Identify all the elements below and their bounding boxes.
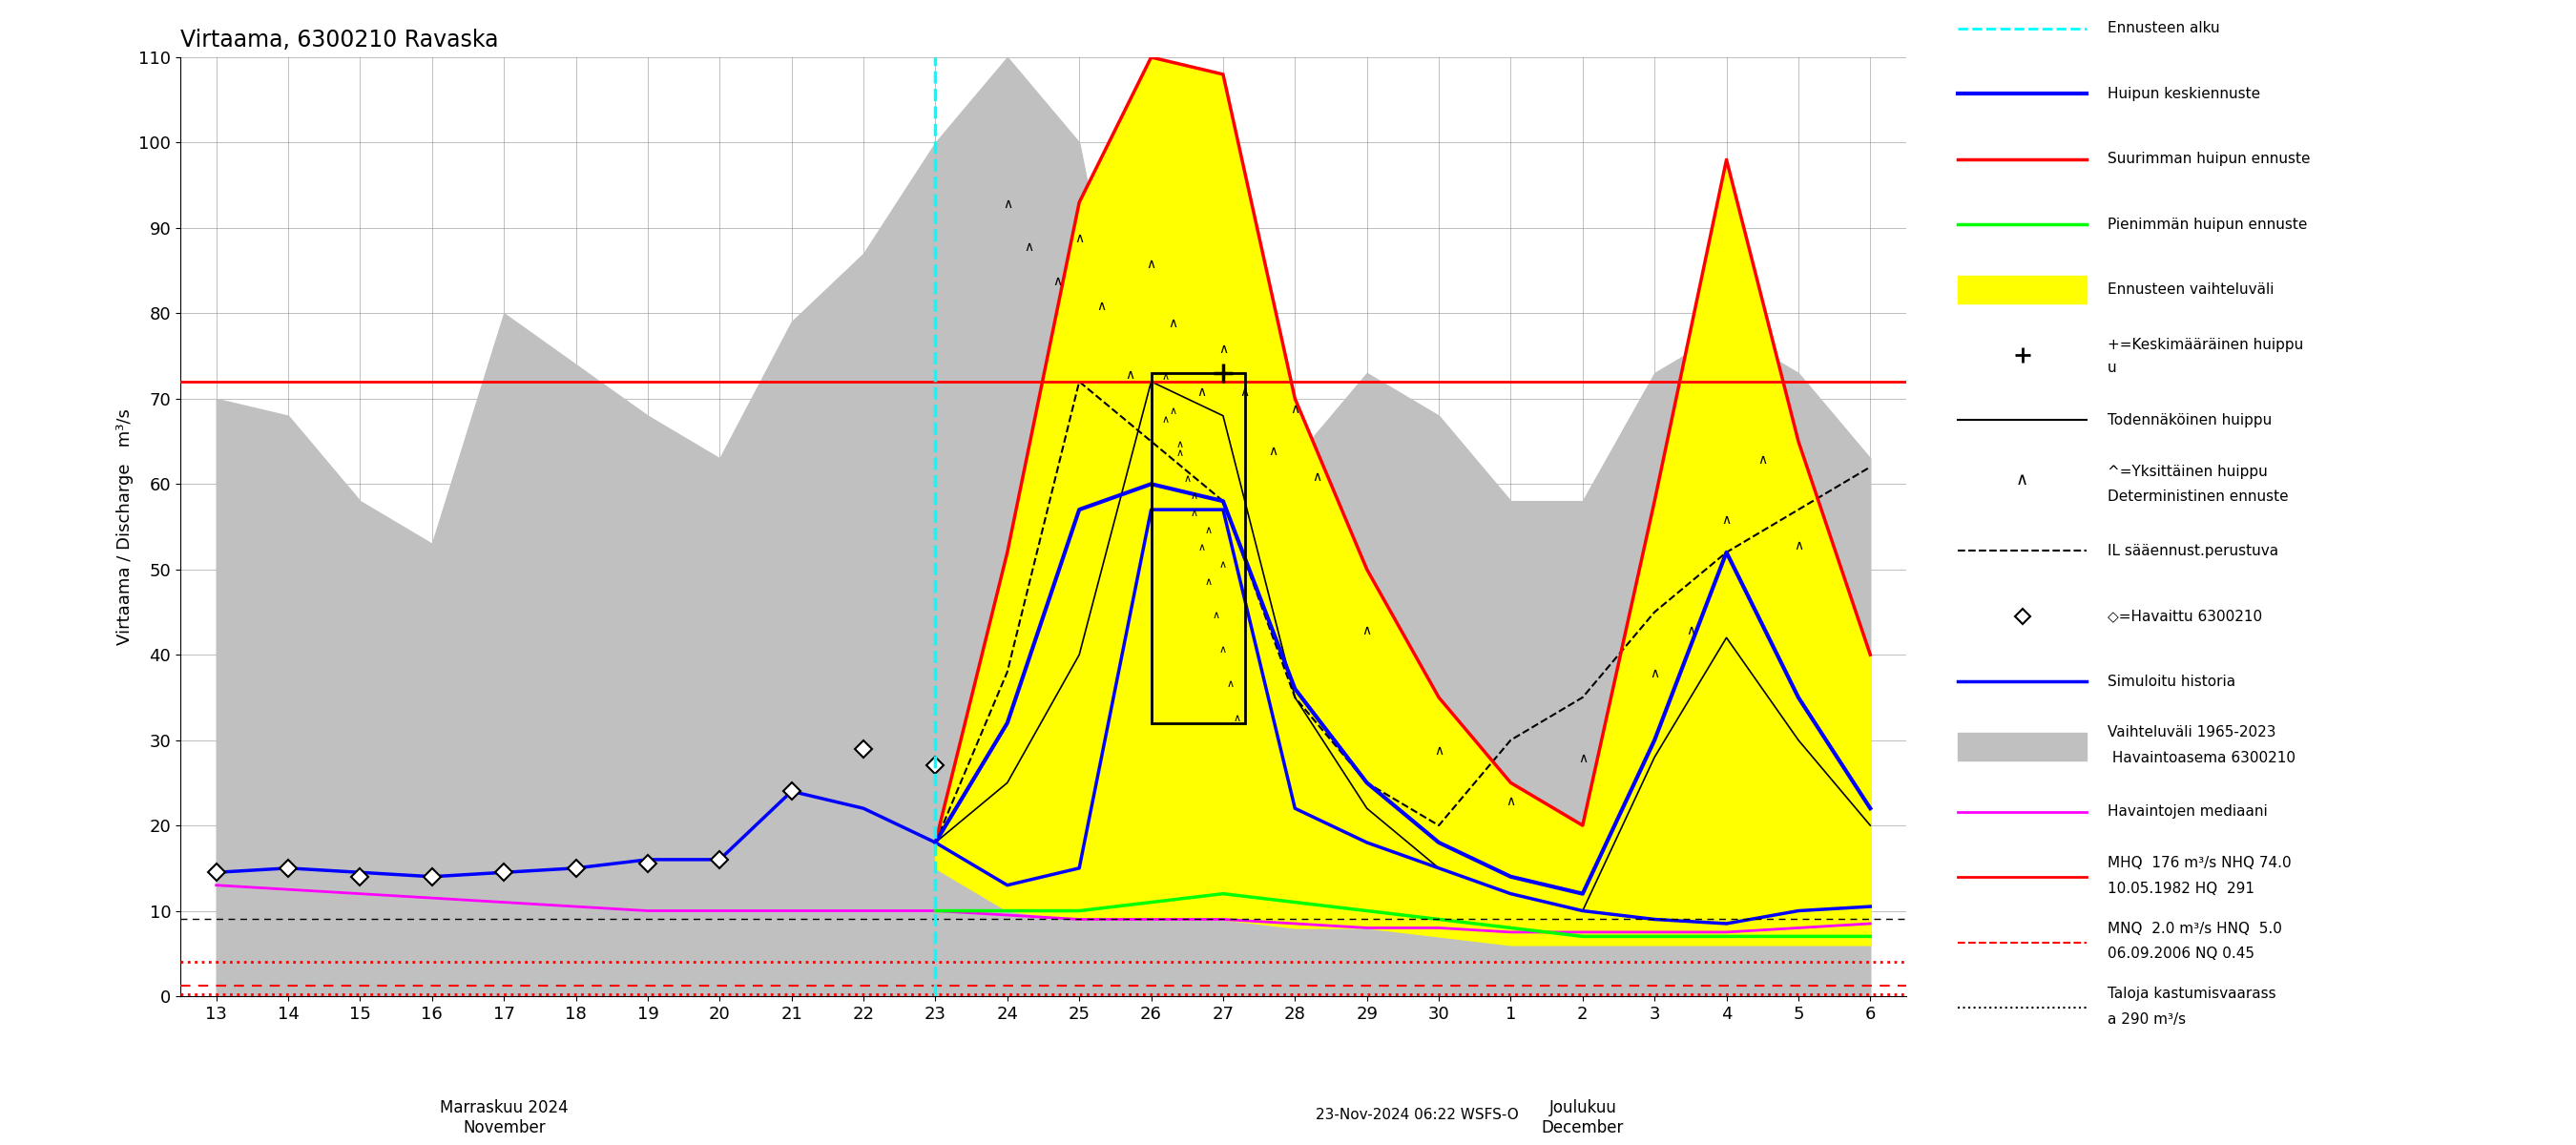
Text: ∧: ∧	[1162, 414, 1170, 425]
Text: ∧: ∧	[1239, 386, 1249, 398]
Text: ◇=Havaittu 6300210: ◇=Havaittu 6300210	[2107, 609, 2262, 623]
Text: ∧: ∧	[1170, 406, 1177, 416]
Text: ∧: ∧	[1435, 744, 1443, 757]
Text: Marraskuu 2024
November: Marraskuu 2024 November	[440, 1099, 569, 1136]
Text: ∧: ∧	[1311, 471, 1321, 484]
Text: ∧: ∧	[1002, 198, 1012, 211]
Text: 06.09.2006 NQ 0.45: 06.09.2006 NQ 0.45	[2107, 947, 2254, 961]
Text: ∧: ∧	[2017, 472, 2027, 488]
Text: ∧: ∧	[1234, 713, 1242, 722]
Text: 10.05.1982 HQ  291: 10.05.1982 HQ 291	[2107, 882, 2254, 895]
Text: ∧: ∧	[1190, 491, 1198, 502]
Text: ∧: ∧	[1126, 369, 1133, 381]
Text: ∧: ∧	[1267, 445, 1278, 458]
Text: Simuloitu historia: Simuloitu historia	[2107, 674, 2236, 688]
Text: Suurimman huipun ennuste: Suurimman huipun ennuste	[2107, 152, 2311, 166]
Text: ∧: ∧	[1146, 258, 1157, 270]
Text: ∧: ∧	[1025, 240, 1033, 253]
Text: MNQ  2.0 m³/s HNQ  5.0: MNQ 2.0 m³/s HNQ 5.0	[2107, 922, 2282, 935]
Y-axis label: Virtaama / Discharge   m³/s: Virtaama / Discharge m³/s	[116, 409, 134, 645]
Text: a 290 m³/s: a 290 m³/s	[2107, 1012, 2184, 1026]
Text: ∧: ∧	[1177, 441, 1185, 450]
Text: ∧: ∧	[1162, 372, 1170, 381]
Text: ∧: ∧	[1167, 317, 1177, 331]
Text: ∧: ∧	[1074, 231, 1084, 245]
Text: ∧: ∧	[1363, 624, 1370, 638]
Text: ∧: ∧	[1206, 526, 1213, 535]
Text: ∧: ∧	[1793, 539, 1803, 552]
Text: ∧: ∧	[1757, 453, 1767, 467]
Text: ∧: ∧	[1291, 402, 1301, 416]
Text: Vaihteluväli 1965-2023: Vaihteluväli 1965-2023	[2107, 726, 2275, 740]
Text: ∧: ∧	[1211, 611, 1221, 621]
Bar	[1151, 373, 1244, 722]
Text: ^=Yksittäinen huippu: ^=Yksittäinen huippu	[2107, 465, 2267, 479]
Text: Havaintojen mediaani: Havaintojen mediaani	[2107, 805, 2267, 819]
Text: ∧: ∧	[1218, 645, 1226, 655]
Text: ∧: ∧	[1177, 449, 1185, 458]
Text: ∧: ∧	[1577, 752, 1587, 766]
Text: ∧: ∧	[1054, 275, 1061, 287]
Text: +=Keskimääräinen huippu: +=Keskimääräinen huippu	[2107, 338, 2303, 352]
Text: ∧: ∧	[1507, 795, 1515, 808]
Text: Virtaama, 6300210 Ravaska: Virtaama, 6300210 Ravaska	[180, 29, 500, 52]
Text: ∧: ∧	[1095, 300, 1105, 314]
Text: MHQ  176 m³/s NHQ 74.0: MHQ 176 m³/s NHQ 74.0	[2107, 856, 2290, 870]
Text: ∧: ∧	[1685, 624, 1695, 638]
Text: ∧: ∧	[1218, 560, 1226, 569]
Text: Pienimmän huipun ennuste: Pienimmän huipun ennuste	[2107, 218, 2308, 231]
Text: ∧: ∧	[1649, 668, 1659, 680]
Text: ∧: ∧	[1190, 508, 1198, 519]
Text: Huipun keskiennuste: Huipun keskiennuste	[2107, 87, 2259, 101]
Text: ∧: ∧	[1198, 386, 1206, 398]
Text: Deterministinen ennuste: Deterministinen ennuste	[2107, 490, 2287, 504]
Text: ∧: ∧	[1226, 679, 1234, 689]
Text: Ennusteen alku: Ennusteen alku	[2107, 22, 2221, 35]
Text: u: u	[2107, 361, 2117, 374]
Text: Ennusteen vaihteluväli: Ennusteen vaihteluväli	[2107, 283, 2275, 297]
Text: ∧: ∧	[1218, 342, 1229, 356]
Text: Havaintoasema 6300210: Havaintoasema 6300210	[2107, 751, 2295, 765]
Text: ∧: ∧	[1721, 513, 1731, 527]
Text: ∧: ∧	[1206, 577, 1213, 586]
Text: ∧: ∧	[1182, 474, 1190, 484]
Text: IL sääennust.perustuva: IL sääennust.perustuva	[2107, 544, 2277, 558]
Text: Joulukuu
December: Joulukuu December	[1540, 1099, 1623, 1136]
Text: Taloja kastumisvaarass: Taloja kastumisvaarass	[2107, 987, 2275, 1001]
Text: 23-Nov-2024 06:22 WSFS-O: 23-Nov-2024 06:22 WSFS-O	[1316, 1108, 1517, 1122]
Text: Todennäköinen huippu: Todennäköinen huippu	[2107, 413, 2272, 427]
Text: ∧: ∧	[1198, 543, 1206, 552]
